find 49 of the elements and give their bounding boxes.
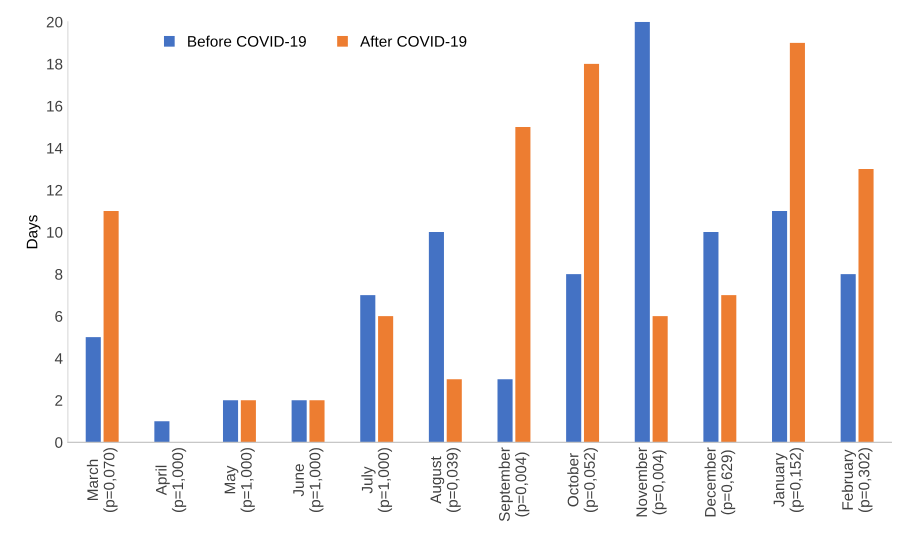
y-tick-label: 20 [46,16,62,28]
legend-label: Before COVID-19 [188,36,306,47]
bar [584,64,600,442]
bar [104,211,119,442]
x-tick-label: October (p=0,052) [567,448,598,512]
y-tick-label: 18 [47,58,62,70]
bar [652,316,668,442]
bar [634,22,650,442]
x-tick-label: December (p=0,629) [704,447,736,516]
x-tick-label: July (p=1,000) [361,448,392,512]
bar [858,168,874,442]
y-tick-label: 12 [47,184,62,196]
bar [240,400,256,442]
x-tick-label: November (p=0,004) [636,447,667,516]
x-tick-label: May (p=1,000) [224,448,255,512]
x-tick-label: September (p=0,004) [498,447,530,522]
bar [772,211,788,442]
y-tick-label: 6 [55,311,62,322]
legend-label: After COVID-19 [360,36,466,47]
y-tick-label: 16 [47,100,62,112]
bar [446,379,462,442]
bar [428,232,444,442]
y-tick-label: 14 [47,142,63,154]
y-tick-label: 0 [55,437,62,448]
y-axis-title: Days [26,215,40,248]
x-tick-label: March (p=0,070) [86,448,118,512]
y-tick-label: 4 [54,353,63,364]
bar [721,295,736,442]
bar [292,400,307,442]
x-tick-label: June (p=1,000) [293,448,324,512]
bar [703,232,718,442]
y-tick-label: 8 [55,268,62,280]
bar [309,400,325,442]
y-tick-label: 2 [55,395,62,406]
bar [378,316,394,442]
x-tick-label: April (p=1,000) [155,448,186,512]
bar [154,421,170,442]
bar [840,274,856,442]
x-tick-label: January (p=0,152) [774,448,804,512]
bar [497,379,513,442]
bar [360,295,376,442]
bar [790,42,805,442]
bar [566,274,582,442]
bar [515,126,530,442]
x-tick-label: August (p=0,039) [430,448,461,512]
bar [222,400,238,442]
y-tick-label: 10 [47,226,62,238]
bar [86,337,101,442]
x-tick-label: February (p=0,302) [842,448,872,512]
